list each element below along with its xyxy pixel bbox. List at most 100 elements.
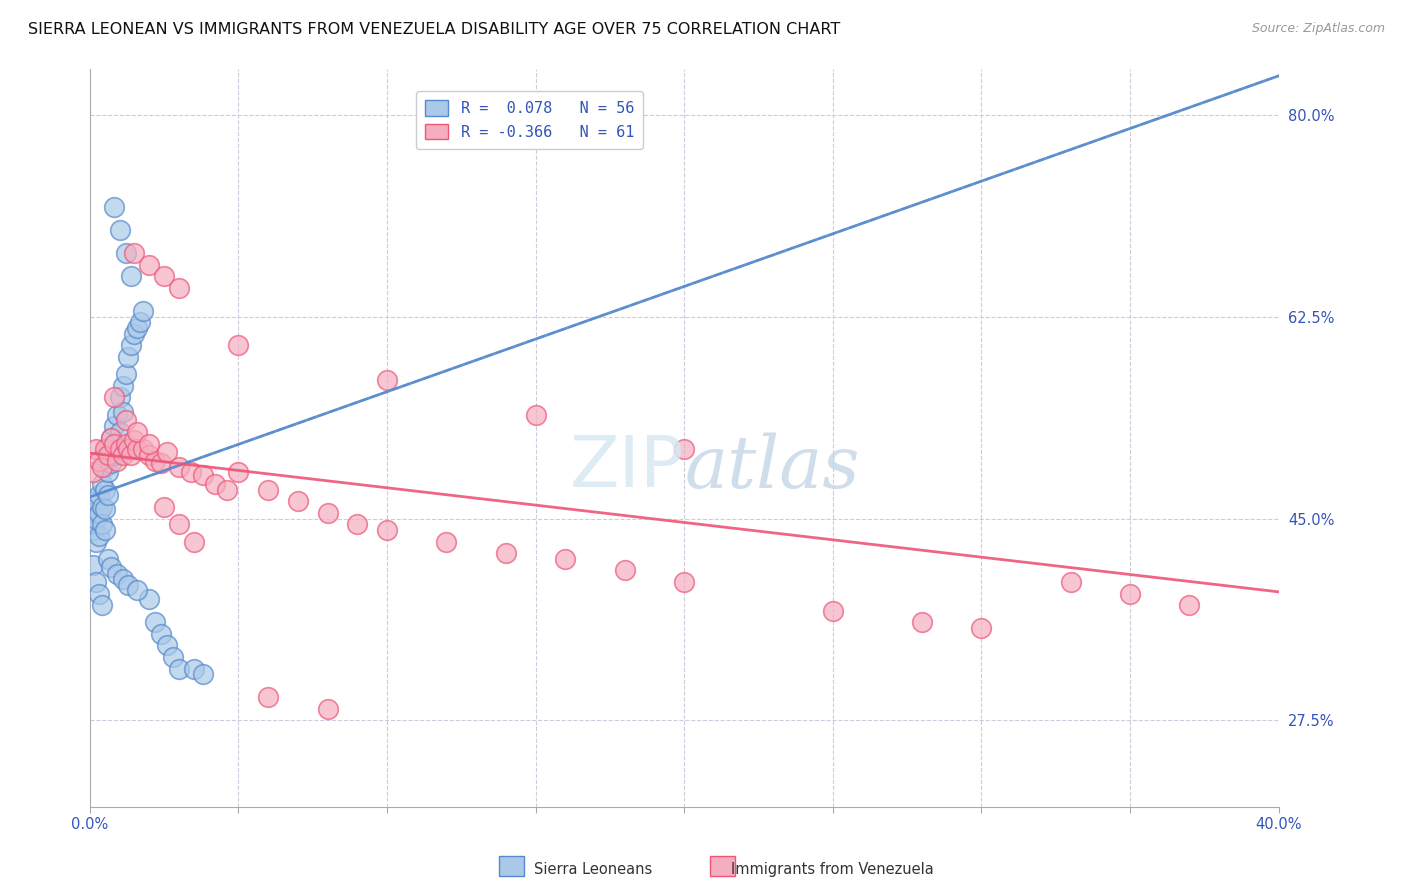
Point	[495, 546, 517, 560]
Point	[87, 529, 110, 543]
Point	[316, 506, 339, 520]
Point	[108, 390, 131, 404]
Text: Immigrants from Venezuela: Immigrants from Venezuela	[731, 863, 934, 877]
Point	[97, 448, 120, 462]
Point	[93, 459, 115, 474]
Point	[103, 436, 125, 450]
Point	[84, 442, 107, 457]
Point	[183, 661, 205, 675]
Point	[111, 572, 134, 586]
Point	[138, 448, 160, 462]
Point	[84, 511, 107, 525]
Point	[90, 517, 112, 532]
Point	[1178, 598, 1201, 612]
Point	[114, 413, 136, 427]
Point	[97, 488, 120, 502]
Point	[138, 258, 160, 272]
Point	[93, 442, 115, 457]
Text: Source: ZipAtlas.com: Source: ZipAtlas.com	[1251, 22, 1385, 36]
Point	[97, 442, 120, 457]
Point	[108, 223, 131, 237]
Point	[100, 560, 122, 574]
Point	[90, 476, 112, 491]
Point	[121, 269, 143, 284]
Point	[111, 405, 134, 419]
Point	[316, 702, 339, 716]
Point	[156, 444, 179, 458]
Point	[82, 466, 104, 480]
Point	[524, 408, 547, 422]
Point	[613, 564, 636, 578]
Point	[87, 586, 110, 600]
Point	[183, 534, 205, 549]
Point	[87, 506, 110, 520]
Point	[346, 517, 368, 532]
Point	[114, 436, 136, 450]
Legend: R =  0.078   N = 56, R = -0.366   N = 61: R = 0.078 N = 56, R = -0.366 N = 61	[416, 91, 643, 149]
Point	[554, 552, 576, 566]
Point	[97, 466, 120, 480]
Point	[153, 500, 176, 514]
Point	[1119, 586, 1142, 600]
Point	[1059, 574, 1081, 589]
Point	[87, 488, 110, 502]
Point	[129, 315, 152, 329]
Point	[124, 246, 146, 260]
Point	[100, 431, 122, 445]
Point	[215, 483, 238, 497]
Point	[84, 494, 107, 508]
Point	[117, 578, 139, 592]
Point	[90, 598, 112, 612]
Point	[150, 627, 173, 641]
FancyBboxPatch shape	[710, 856, 735, 876]
Text: Sierra Leoneans: Sierra Leoneans	[534, 863, 652, 877]
Point	[375, 373, 398, 387]
Point	[150, 456, 173, 470]
Point	[127, 442, 149, 457]
Point	[287, 494, 309, 508]
Point	[100, 431, 122, 445]
Point	[82, 506, 104, 520]
Point	[191, 467, 214, 482]
Point	[84, 534, 107, 549]
Point	[114, 246, 136, 260]
Point	[124, 326, 146, 341]
Point	[167, 661, 190, 675]
Point	[138, 436, 160, 450]
Point	[673, 574, 696, 589]
Point	[127, 321, 149, 335]
Point	[103, 390, 125, 404]
Point	[138, 592, 160, 607]
Point	[105, 454, 128, 468]
Point	[153, 269, 176, 284]
Point	[375, 523, 398, 537]
Point	[105, 566, 128, 581]
Text: ZIP: ZIP	[569, 433, 685, 502]
Point	[84, 574, 107, 589]
Point	[162, 650, 184, 665]
Point	[167, 459, 190, 474]
Text: SIERRA LEONEAN VS IMMIGRANTS FROM VENEZUELA DISABILITY AGE OVER 75 CORRELATION C: SIERRA LEONEAN VS IMMIGRANTS FROM VENEZU…	[28, 22, 841, 37]
Point	[970, 621, 993, 635]
Point	[108, 442, 131, 457]
Point	[257, 483, 280, 497]
Point	[204, 476, 226, 491]
Point	[103, 448, 125, 462]
Point	[132, 442, 155, 457]
Point	[121, 338, 143, 352]
Point	[127, 425, 149, 439]
Point	[121, 448, 143, 462]
Point	[90, 459, 112, 474]
Point	[167, 281, 190, 295]
Point	[93, 483, 115, 497]
Point	[93, 523, 115, 537]
Point	[180, 466, 202, 480]
Point	[167, 517, 190, 532]
Point	[90, 500, 112, 514]
Point	[105, 408, 128, 422]
Point	[228, 466, 250, 480]
Point	[87, 454, 110, 468]
Point	[257, 690, 280, 705]
Point	[821, 604, 844, 618]
Point	[436, 534, 458, 549]
